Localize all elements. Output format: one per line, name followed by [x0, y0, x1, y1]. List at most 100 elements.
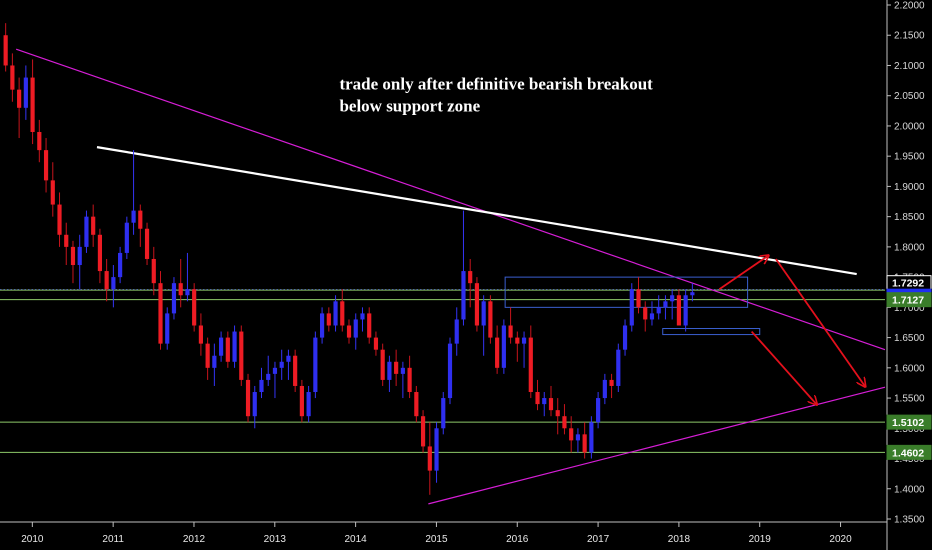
y-tick-label: 1.6500 [894, 333, 925, 344]
candlesticks [3, 23, 695, 495]
y-tick-label: 1.7000 [894, 303, 925, 314]
candle-body [663, 301, 668, 308]
price-tag-label: 1.7292 [892, 278, 924, 290]
x-tick-label: 2012 [183, 534, 206, 545]
candle-body [373, 337, 379, 350]
x-tick-label: 2010 [21, 534, 44, 545]
candle-body [555, 410, 560, 417]
candle-body [259, 379, 264, 393]
candle-body [64, 234, 69, 247]
price-tag-label: 1.5102 [892, 417, 924, 429]
candle-body [279, 361, 284, 368]
candle-body [434, 428, 439, 471]
candle-body [488, 301, 493, 338]
annotation: trade only after definitive bearish brea… [339, 75, 653, 116]
candle-body [521, 337, 527, 344]
y-tick-label: 1.9000 [894, 182, 925, 193]
candle-body [461, 271, 466, 320]
candle-body [212, 355, 217, 368]
candle-body [589, 422, 594, 453]
x-tick-label: 2014 [344, 534, 367, 545]
y-tick-label: 2.0000 [894, 121, 925, 132]
candle-body [23, 77, 28, 108]
price-tag [886, 292, 932, 308]
candle-body [454, 319, 459, 344]
y-tick-label: 1.5500 [894, 394, 925, 405]
candle-body [622, 325, 628, 350]
candle-body [367, 313, 372, 338]
candle-body [508, 325, 513, 338]
candle-body [629, 289, 634, 326]
candle-body [569, 428, 574, 441]
candle-body [649, 313, 655, 320]
candle-body [131, 210, 136, 223]
candle-body [3, 35, 8, 66]
candle-body [91, 216, 96, 235]
candle-body [420, 416, 426, 447]
candle-body [676, 295, 681, 326]
candle-body [414, 392, 419, 417]
candle-body [111, 277, 116, 290]
price-tag [886, 444, 932, 460]
candle-body [158, 283, 163, 344]
x-tick-label: 2011 [102, 534, 124, 545]
candle-body [138, 210, 143, 229]
candle-body [427, 446, 432, 471]
projection-arrows [718, 256, 864, 404]
candle-body [178, 283, 183, 296]
candle-body [266, 373, 271, 380]
candle-body [596, 398, 601, 423]
candle-body [10, 65, 15, 90]
y-tick-label: 1.6000 [894, 363, 925, 374]
trendline [96, 146, 857, 276]
candle-body [407, 367, 412, 393]
candle-body [441, 398, 446, 429]
candle-body [670, 295, 675, 302]
y-tick-label: 2.2000 [894, 1, 925, 12]
candle-body [515, 337, 520, 344]
candle-body [548, 398, 554, 411]
x-axis: 2010 2011 2012 2013 2014 2015 2016 2017 2018 2019… [0, 521, 887, 545]
price-tag-label: 1.7127 [892, 295, 924, 307]
candle-body [380, 349, 385, 380]
y-tick-label: 1.3500 [894, 515, 925, 526]
candle-body [582, 434, 587, 453]
candle-body [252, 392, 257, 417]
x-tick-label: 2018 [668, 534, 691, 545]
candle-body [286, 355, 291, 362]
candle-body [319, 313, 325, 338]
y-tick-label: 1.8000 [894, 242, 925, 253]
price-tag [886, 414, 932, 430]
candle-body [474, 283, 480, 326]
candle-body [293, 355, 298, 386]
candle-body [400, 367, 405, 374]
candle-body [165, 313, 170, 344]
candle-body [353, 319, 358, 338]
candle-body [118, 252, 123, 278]
candle-body [104, 271, 109, 290]
support-zone-box [504, 276, 749, 308]
candle-body [124, 222, 129, 253]
candle-body [481, 301, 486, 326]
candle-body [387, 361, 392, 380]
candle-body [609, 379, 614, 386]
candle-body [239, 331, 244, 380]
annotation-line: trade only after definitive bearish brea… [339, 75, 653, 94]
candle-body [501, 325, 506, 368]
candle-body [306, 392, 311, 417]
y-tick-label: 1.9500 [894, 152, 925, 163]
support-zone-box [662, 328, 761, 336]
candle-body [495, 337, 500, 368]
candle-body [37, 131, 42, 151]
candle-body [144, 228, 150, 259]
x-tick-label: 2019 [749, 534, 772, 545]
x-tick-label: 2016 [506, 534, 529, 545]
candle-body [205, 343, 210, 368]
candle-body [542, 398, 547, 405]
candle-body [602, 379, 607, 399]
candle-body [232, 331, 237, 362]
candle-body [562, 416, 567, 429]
candle-body [575, 434, 581, 441]
candle-body [272, 367, 278, 374]
